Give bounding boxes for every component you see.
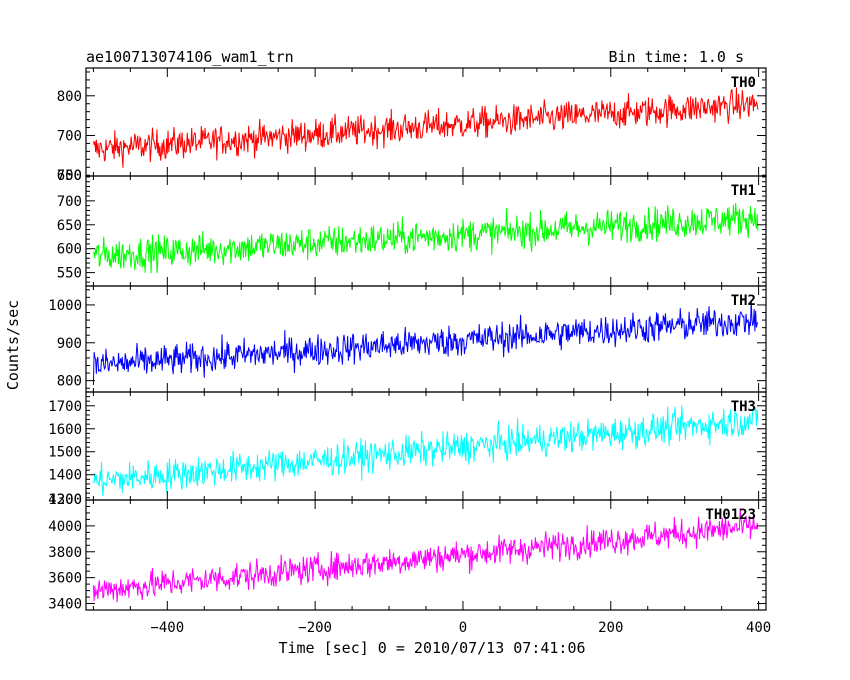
y-tick-label: 3800 <box>48 545 82 561</box>
y-tick-label: 900 <box>57 336 82 352</box>
x-axis-label: Time [sec] 0 = 2010/07/13 07:41:06 <box>278 639 585 657</box>
y-tick-label: 700 <box>57 129 82 145</box>
x-tick-label: 400 <box>746 620 771 636</box>
y-tick-label: 600 <box>57 242 82 258</box>
panel-th0123: 3400 3600 3800 4000 4200 TH0123 <box>48 492 767 613</box>
panel-label: TH0123 <box>705 507 756 523</box>
panel-th0: 700 800 600 TH0 <box>57 67 767 184</box>
y-tick-label: 650 <box>57 218 82 234</box>
y-tick-label: 1400 <box>48 468 82 484</box>
y-tick-label: 3600 <box>48 571 82 587</box>
y-tick-label: 1000 <box>48 298 82 314</box>
chart-title: ae100713074106_wam1_trn <box>86 48 294 66</box>
y-tick-label-partial: 600 <box>57 168 82 184</box>
y-tick-label: 550 <box>57 266 82 282</box>
panel-frame <box>85 391 767 501</box>
series-line-th0 <box>92 87 759 168</box>
panel-frame <box>85 499 767 611</box>
y-tick-label: 1700 <box>48 399 82 415</box>
panel-th2: 800 900 1000 TH2 <box>48 285 767 393</box>
y-tick-label: 800 <box>57 374 82 390</box>
y-tick-label: 1600 <box>48 422 82 438</box>
y-axis-label: Counts/sec <box>4 300 22 390</box>
x-axis: −400 −200 0 200 400 <box>150 620 771 636</box>
panel-th1: 550 600 650 700 750 TH1 <box>57 168 767 287</box>
panel-label: TH2 <box>731 293 756 309</box>
bin-time-label: Bin time: 1.0 s <box>609 48 744 66</box>
panels-group: 700 800 600 TH0 550 600 650 700 750 TH1 800 900 1000… <box>48 67 767 613</box>
x-tick-label: 200 <box>598 620 623 636</box>
series-line-th0123 <box>92 507 759 603</box>
y-tick-label: 1500 <box>48 445 82 461</box>
panel-th3: 1400 1500 1600 1700 1300 TH3 <box>48 391 767 508</box>
panel-label: TH3 <box>731 399 756 415</box>
y-tick-label: 4000 <box>48 519 82 535</box>
series-line-th2 <box>92 299 759 386</box>
y-tick-label-partial: 1300 <box>48 492 82 508</box>
y-tick-label: 800 <box>57 89 82 105</box>
panel-frame <box>85 175 767 287</box>
series-line-th3 <box>92 405 759 496</box>
x-tick-label: −200 <box>298 620 332 636</box>
y-tick-label-partial: 4200 <box>48 492 82 508</box>
panel-label: TH0 <box>731 75 756 91</box>
panel-label: TH1 <box>731 183 756 199</box>
y-tick-label: 700 <box>57 194 82 210</box>
y-tick-label: 3400 <box>48 597 82 613</box>
y-tick-label-partial: 750 <box>57 168 82 184</box>
series-line-th1 <box>92 202 759 274</box>
x-tick-label: 0 <box>459 620 467 636</box>
x-tick-label: −400 <box>150 620 184 636</box>
